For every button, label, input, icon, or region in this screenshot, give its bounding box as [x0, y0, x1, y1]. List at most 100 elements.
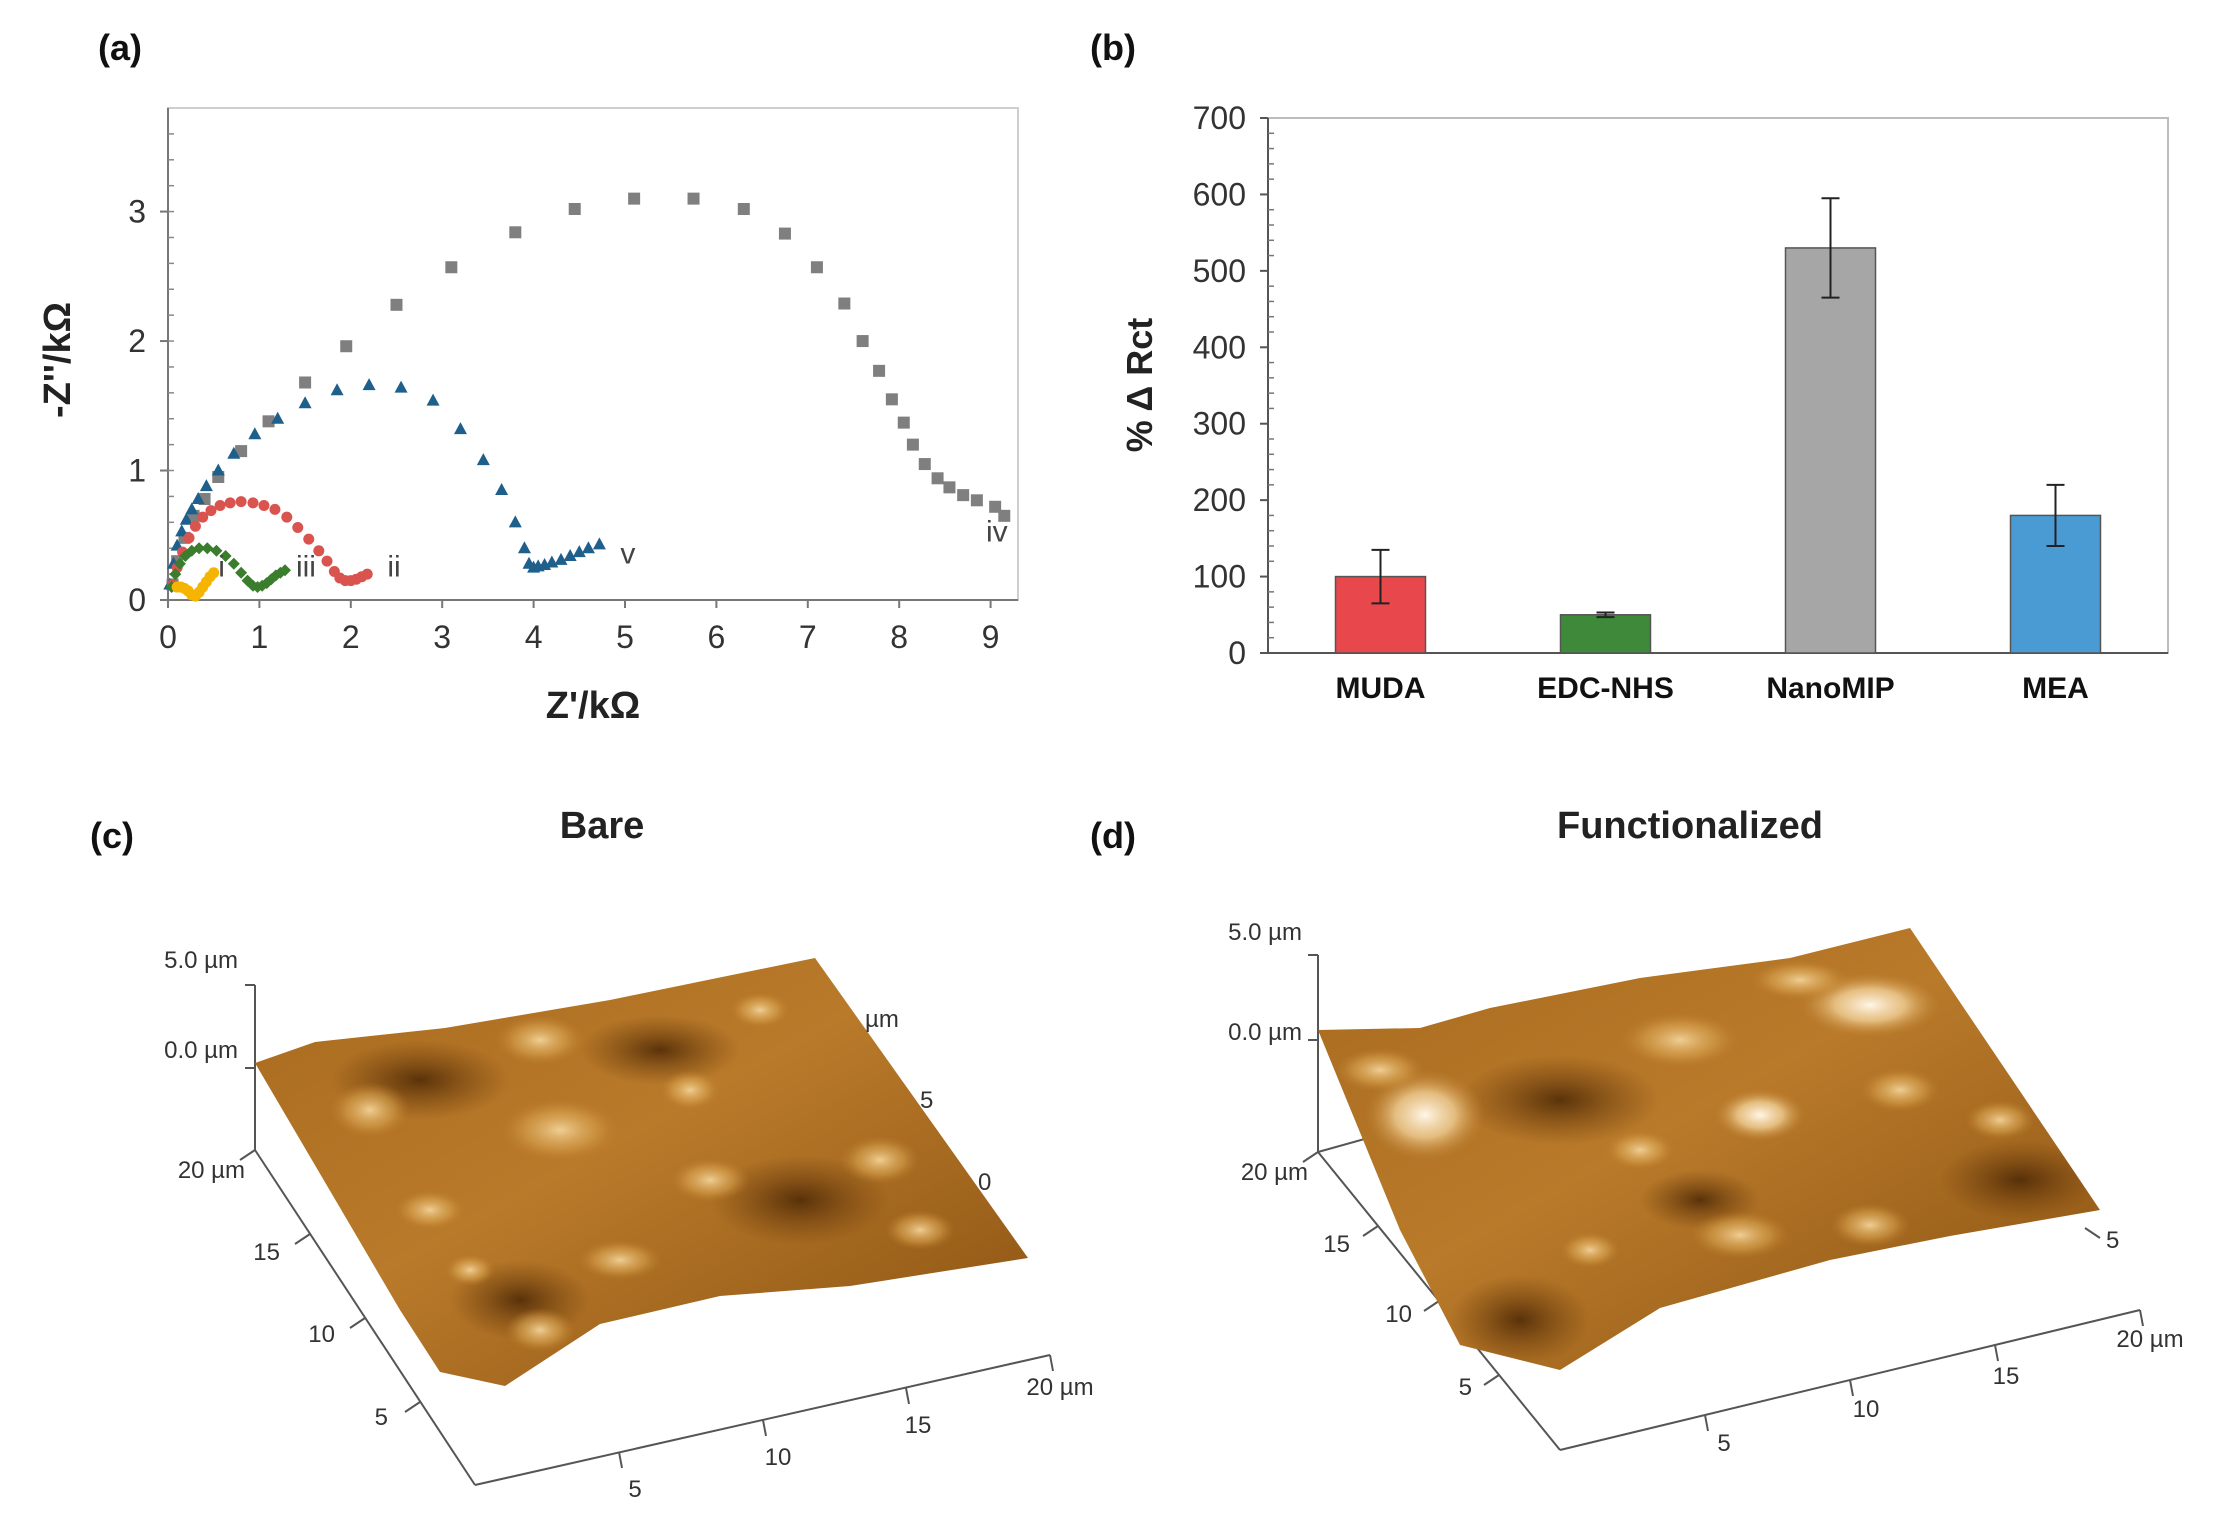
left-axis-label-10: 10: [1385, 1301, 1412, 1328]
y-axis-label: -Z''/kΩ: [37, 302, 79, 418]
data-point: [271, 411, 285, 424]
data-point: [219, 549, 232, 562]
left-axis-label-5: 5: [1459, 1374, 1472, 1401]
data-point: [169, 568, 182, 581]
left-tick: [239, 1149, 256, 1161]
left-axis-label-20: 20 µm: [178, 1157, 245, 1184]
data-point: [581, 541, 595, 554]
data-point: [201, 542, 214, 555]
bottom-axis-label-5: 5: [1717, 1430, 1730, 1457]
bottom-axis-label-10: 10: [765, 1444, 792, 1471]
left-tick: [1483, 1374, 1500, 1386]
category-label: MEA: [2022, 672, 2089, 705]
data-point: [918, 458, 931, 471]
data-point: [554, 552, 568, 565]
left-tick: [404, 1401, 421, 1413]
y-tick-label: 0: [1228, 635, 1246, 671]
data-point: [856, 335, 869, 348]
rct-bar-chart: 0 100 200 300 400 500 600 700 MUDA EDC-NHS NanoMI…: [1119, 100, 2169, 705]
data-point: [179, 512, 193, 525]
series-v: [163, 378, 606, 590]
curve-label: i: [218, 551, 225, 584]
bar-nanomip: [1784, 247, 1877, 654]
data-point: [989, 500, 1002, 513]
y-tick-label: 100: [1193, 559, 1246, 595]
panel-label-a: (a): [98, 27, 142, 68]
x-tick-label: 0: [159, 619, 177, 655]
series-iv: [166, 192, 1011, 591]
bottom-tick: [1849, 1379, 1854, 1397]
category-label: NanoMIP: [1766, 672, 1894, 705]
series-i: [171, 567, 220, 602]
curve-label: iii: [296, 551, 316, 584]
x-tick-label: 1: [250, 619, 268, 655]
data-point: [426, 393, 440, 406]
data-point: [281, 511, 293, 523]
y-tick-label: 500: [1193, 253, 1246, 289]
data-point: [873, 364, 886, 377]
data-point: [495, 482, 509, 495]
right-axis-label-5: 5: [920, 1087, 933, 1114]
data-point: [278, 564, 291, 577]
bottom-tick: [1994, 1344, 1999, 1362]
data-point: [628, 192, 641, 205]
right-axis-label-unit: µm: [865, 1006, 899, 1033]
y-axis-label: % Δ Rct: [1119, 318, 1160, 453]
right-axis-label-5: 5: [2106, 1227, 2119, 1254]
left-tick: [1423, 1300, 1440, 1312]
data-point: [445, 261, 458, 274]
data-point: [247, 497, 259, 509]
data-point: [208, 567, 220, 579]
data-point: [211, 463, 225, 476]
data-point: [292, 521, 304, 533]
x-axis-categories: MUDA EDC-NHS NanoMIP MEA: [1336, 672, 2089, 705]
panel-label-b: (b): [1090, 27, 1136, 68]
series-iii: [165, 542, 291, 594]
data-point: [517, 541, 531, 554]
data-point: [185, 502, 199, 515]
x-tick-label: 6: [707, 619, 725, 655]
curve-label: ii: [387, 551, 400, 584]
right-axis-label-0: 0: [978, 1169, 991, 1196]
data-point: [362, 378, 376, 391]
data-point: [235, 566, 248, 579]
data-point: [214, 499, 226, 511]
data-point: [508, 515, 522, 528]
data-point: [197, 511, 209, 523]
data-point: [193, 542, 206, 555]
bars: [1334, 197, 2102, 654]
y-tick-label: 600: [1193, 176, 1246, 212]
data-point: [321, 555, 333, 567]
data-point: [592, 537, 606, 550]
data-point: [258, 499, 270, 511]
data-point: [906, 438, 919, 451]
data-point: [224, 497, 236, 509]
data-point: [227, 446, 241, 459]
data-point: [227, 557, 240, 570]
category-label: EDC-NHS: [1537, 672, 1674, 705]
y-tick-label: 300: [1193, 406, 1246, 442]
curve-label: v: [620, 538, 635, 571]
data-point: [210, 544, 223, 557]
error-bar: [1821, 197, 1840, 299]
y-tick-label: 1: [128, 453, 146, 489]
y-tick-label: 400: [1193, 329, 1246, 365]
y-axis-ticks: 0 100 200 300 400 500 600 700: [1193, 100, 1268, 671]
data-point: [205, 505, 217, 517]
bottom-axis-label-15: 15: [1993, 1363, 2020, 1390]
y-minor-ticks: [1268, 132, 1274, 639]
bar-edc-nhs: [1559, 614, 1652, 654]
data-point: [897, 416, 910, 429]
data-point: [998, 509, 1011, 522]
data-point: [568, 202, 581, 215]
bottom-tick: [618, 1451, 623, 1469]
afm-title: Functionalized: [1557, 805, 1823, 847]
bottom-axis-label-5: 5: [628, 1476, 641, 1503]
x-axis-label: Z'/kΩ: [546, 685, 640, 727]
bottom-axis-label-20: 20 µm: [2116, 1326, 2183, 1353]
data-point: [173, 557, 186, 570]
x-tick-label: 8: [890, 619, 908, 655]
data-point: [191, 492, 205, 505]
